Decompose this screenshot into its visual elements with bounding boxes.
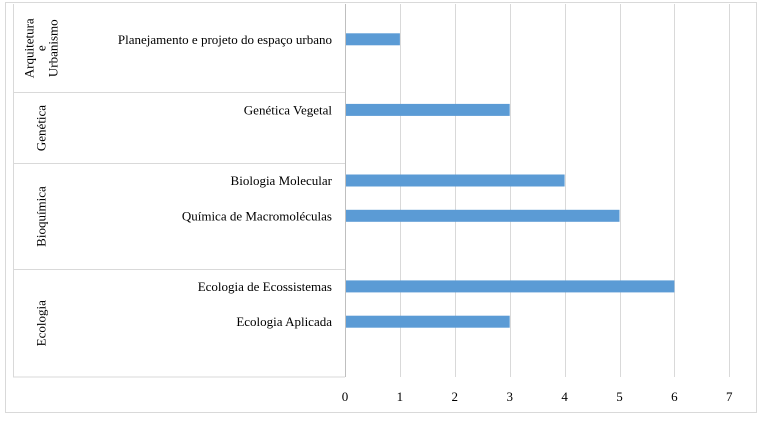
group-label: Genética	[34, 105, 49, 151]
category-label: Genética Vegetal	[244, 102, 333, 117]
x-tick-label: 4	[561, 389, 568, 404]
group-label: Bioquímica	[34, 186, 49, 247]
group-label: Ecologia	[34, 300, 49, 346]
bar	[346, 209, 620, 222]
x-tick-label: 0	[342, 389, 349, 404]
category-label: Ecologia Aplicada	[236, 314, 332, 329]
group-labels: ArquiteturaeUrbanismo Genética Bioquímica E…	[22, 18, 61, 346]
gridlines	[345, 4, 730, 377]
category-label: Planejamento e projeto do espaço urbano	[118, 32, 332, 47]
category-label: Ecologia de Ecossistemas	[198, 279, 332, 294]
bars	[346, 33, 675, 328]
category-label: Biologia Molecular	[231, 173, 333, 188]
category-bands	[13, 4, 345, 378]
category-labels: Planejamento e projeto do espaço urbano G…	[118, 32, 333, 329]
bar	[346, 33, 400, 46]
x-tick-label: 5	[616, 389, 623, 404]
x-tick-label: 7	[726, 389, 733, 404]
x-tick-label: 2	[452, 389, 459, 404]
x-tick-label: 1	[397, 389, 404, 404]
x-tick-labels: 0 1 2 3 4 5 6 7	[342, 389, 733, 404]
category-label: Química de Macromoléculas	[182, 208, 332, 223]
bar	[346, 103, 510, 116]
x-tick-label: 3	[506, 389, 513, 404]
bar	[346, 315, 510, 328]
group-label: ArquiteturaeUrbanismo	[22, 18, 61, 78]
bar	[346, 280, 675, 293]
chart-frame	[5, 2, 757, 413]
bar	[346, 174, 565, 187]
x-tick-label: 6	[671, 389, 678, 404]
